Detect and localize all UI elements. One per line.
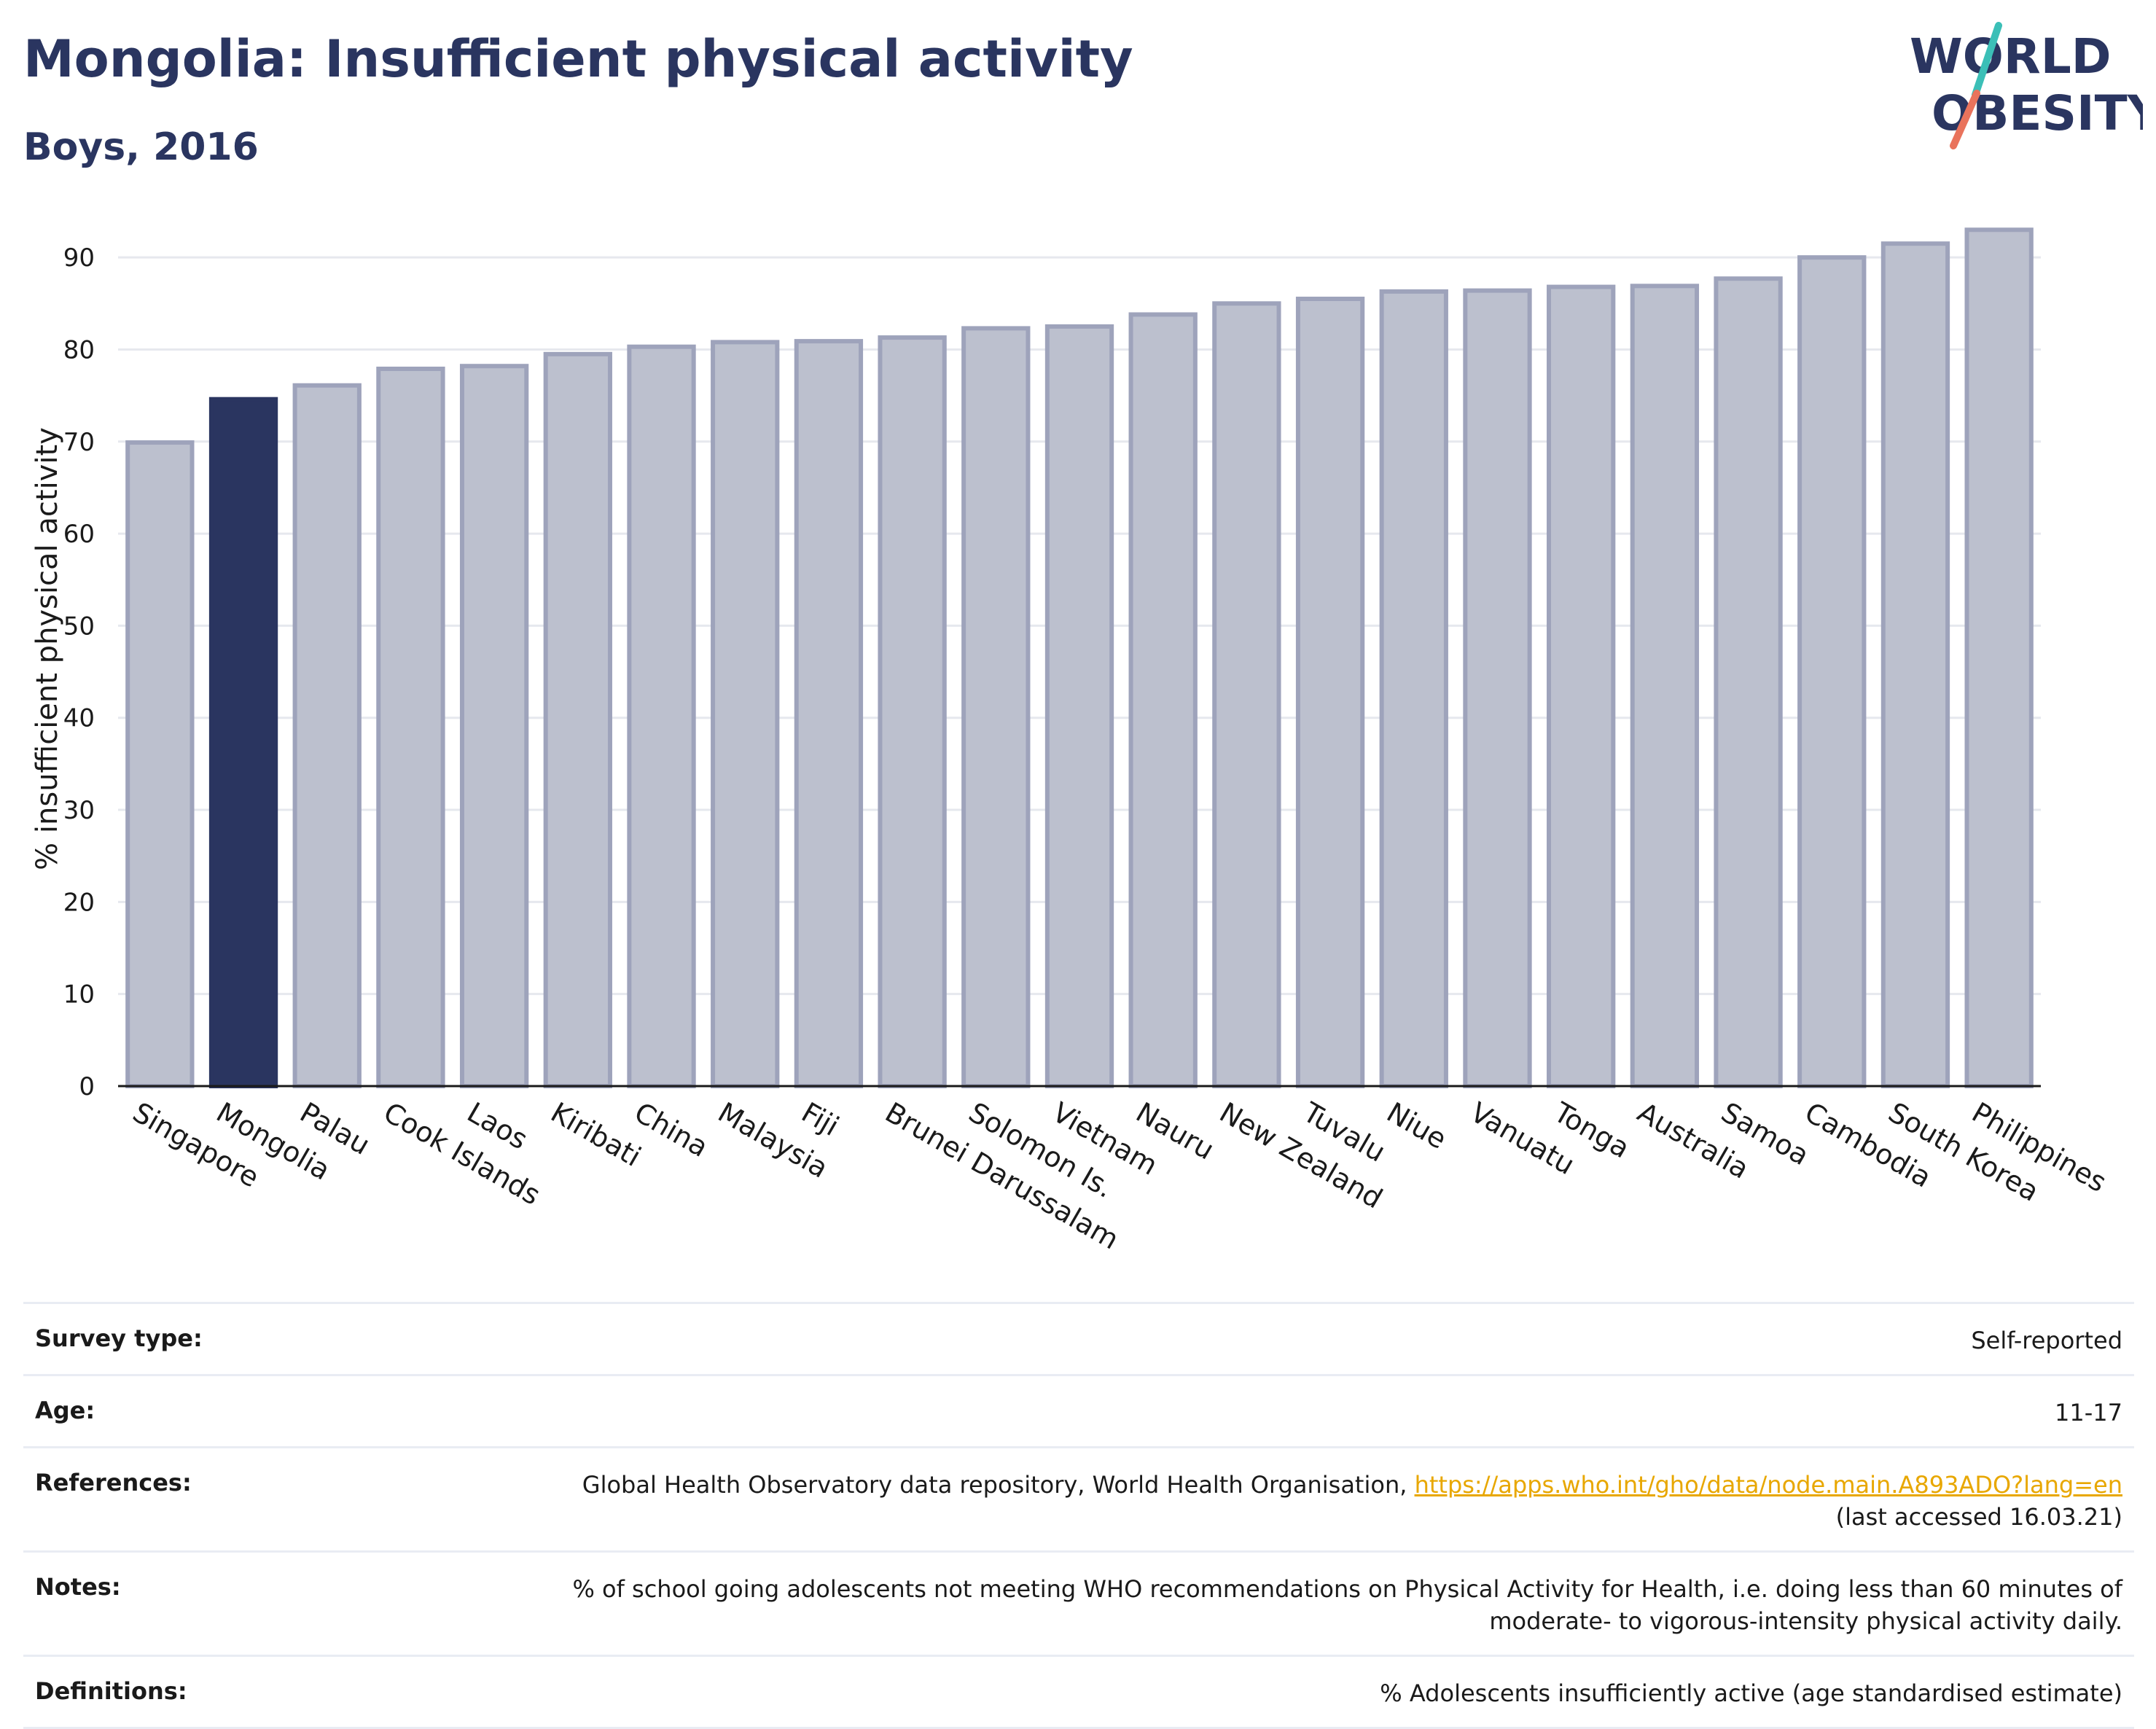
- info-label: Definitions:: [35, 1677, 187, 1705]
- page-title: Mongolia: Insufficient physical activity: [23, 29, 1133, 89]
- y-tick-label: 70: [63, 428, 95, 457]
- bar: [794, 339, 864, 1088]
- y-tick-label: 60: [63, 520, 95, 549]
- page-subtitle: Boys, 2016: [23, 125, 259, 169]
- y-tick-label: 20: [63, 888, 95, 917]
- world-obesity-logo: WORLD OBESITY: [1910, 22, 2143, 149]
- info-value-references: Global Health Observatory data repositor…: [582, 1469, 2122, 1533]
- info-label: Survey type:: [35, 1324, 203, 1352]
- bar: [292, 383, 362, 1088]
- info-label: Age:: [35, 1397, 95, 1424]
- reference-link[interactable]: https://apps.who.int/gho/data/node.main.…: [1414, 1471, 2122, 1499]
- bar: [961, 326, 1031, 1089]
- y-tick-label: 10: [63, 980, 95, 1010]
- bar: [1044, 324, 1114, 1088]
- y-axis-label: % insufficient physical activity: [31, 427, 64, 870]
- info-table: Survey type: Self-reported Age: 11-17 Re…: [23, 1302, 2134, 1729]
- info-value: % Adolescents insufficiently active (age…: [1380, 1679, 2122, 1707]
- bar: [1212, 301, 1281, 1088]
- x-tick-label: Kiribati: [545, 1096, 647, 1173]
- info-value: % of school going adolescents not meetin…: [572, 1575, 2122, 1635]
- bar: [1630, 284, 1700, 1088]
- bar: [1379, 289, 1448, 1088]
- info-value: Self-reported: [1971, 1327, 2122, 1354]
- bar: [125, 440, 195, 1088]
- bar: [1714, 276, 1783, 1088]
- x-tick-label: China: [629, 1096, 714, 1163]
- reference-accessed: (last accessed 16.03.21): [1835, 1503, 2122, 1531]
- info-row-definitions: Definitions: % Adolescents insufficientl…: [23, 1655, 2134, 1729]
- info-row-survey-type: Survey type: Self-reported: [23, 1302, 2134, 1374]
- x-tick-label: Fiji: [796, 1096, 844, 1142]
- info-label: References:: [35, 1469, 192, 1496]
- bar: [1463, 288, 1532, 1088]
- info-value: 11-17: [2055, 1399, 2122, 1426]
- logo-text-world: WORLD: [1910, 28, 2112, 85]
- bar: [543, 351, 612, 1088]
- x-tick-label: Cook Islands: [378, 1096, 546, 1211]
- reference-source: Global Health Observatory data repositor…: [582, 1471, 1407, 1499]
- logo-coral-stroke: [1950, 90, 1980, 149]
- x-tick-label: Niue: [1381, 1096, 1452, 1155]
- bar: [1880, 241, 1950, 1088]
- bar-chart: 0 10 20 30 40 50 60 70 80 90 % insufficient physic…: [31, 227, 2112, 1256]
- bar: [1797, 255, 1867, 1089]
- bar: [1964, 227, 2034, 1088]
- bar: [459, 364, 529, 1089]
- bar: [627, 344, 696, 1088]
- y-tick-label: 90: [63, 243, 95, 273]
- bar: [878, 335, 947, 1089]
- bar: [1295, 297, 1365, 1088]
- info-row-references: References: Global Health Observatory da…: [23, 1446, 2134, 1550]
- bar: [1547, 284, 1616, 1088]
- y-tick-label: 30: [63, 796, 95, 825]
- y-tick-label: 40: [63, 704, 95, 733]
- y-tick-label: 0: [79, 1072, 95, 1101]
- bar-highlight: [208, 397, 278, 1088]
- bar: [376, 367, 445, 1088]
- y-tick-label: 80: [63, 335, 95, 364]
- info-row-notes: Notes: % of school going adolescents not…: [23, 1550, 2134, 1655]
- logo-teal-stroke: [1972, 22, 2002, 98]
- info-label: Notes:: [35, 1573, 121, 1601]
- bar: [1128, 312, 1198, 1089]
- info-row-age: Age: 11-17: [23, 1374, 2134, 1446]
- y-tick-label: 50: [63, 612, 95, 641]
- bar: [711, 340, 780, 1088]
